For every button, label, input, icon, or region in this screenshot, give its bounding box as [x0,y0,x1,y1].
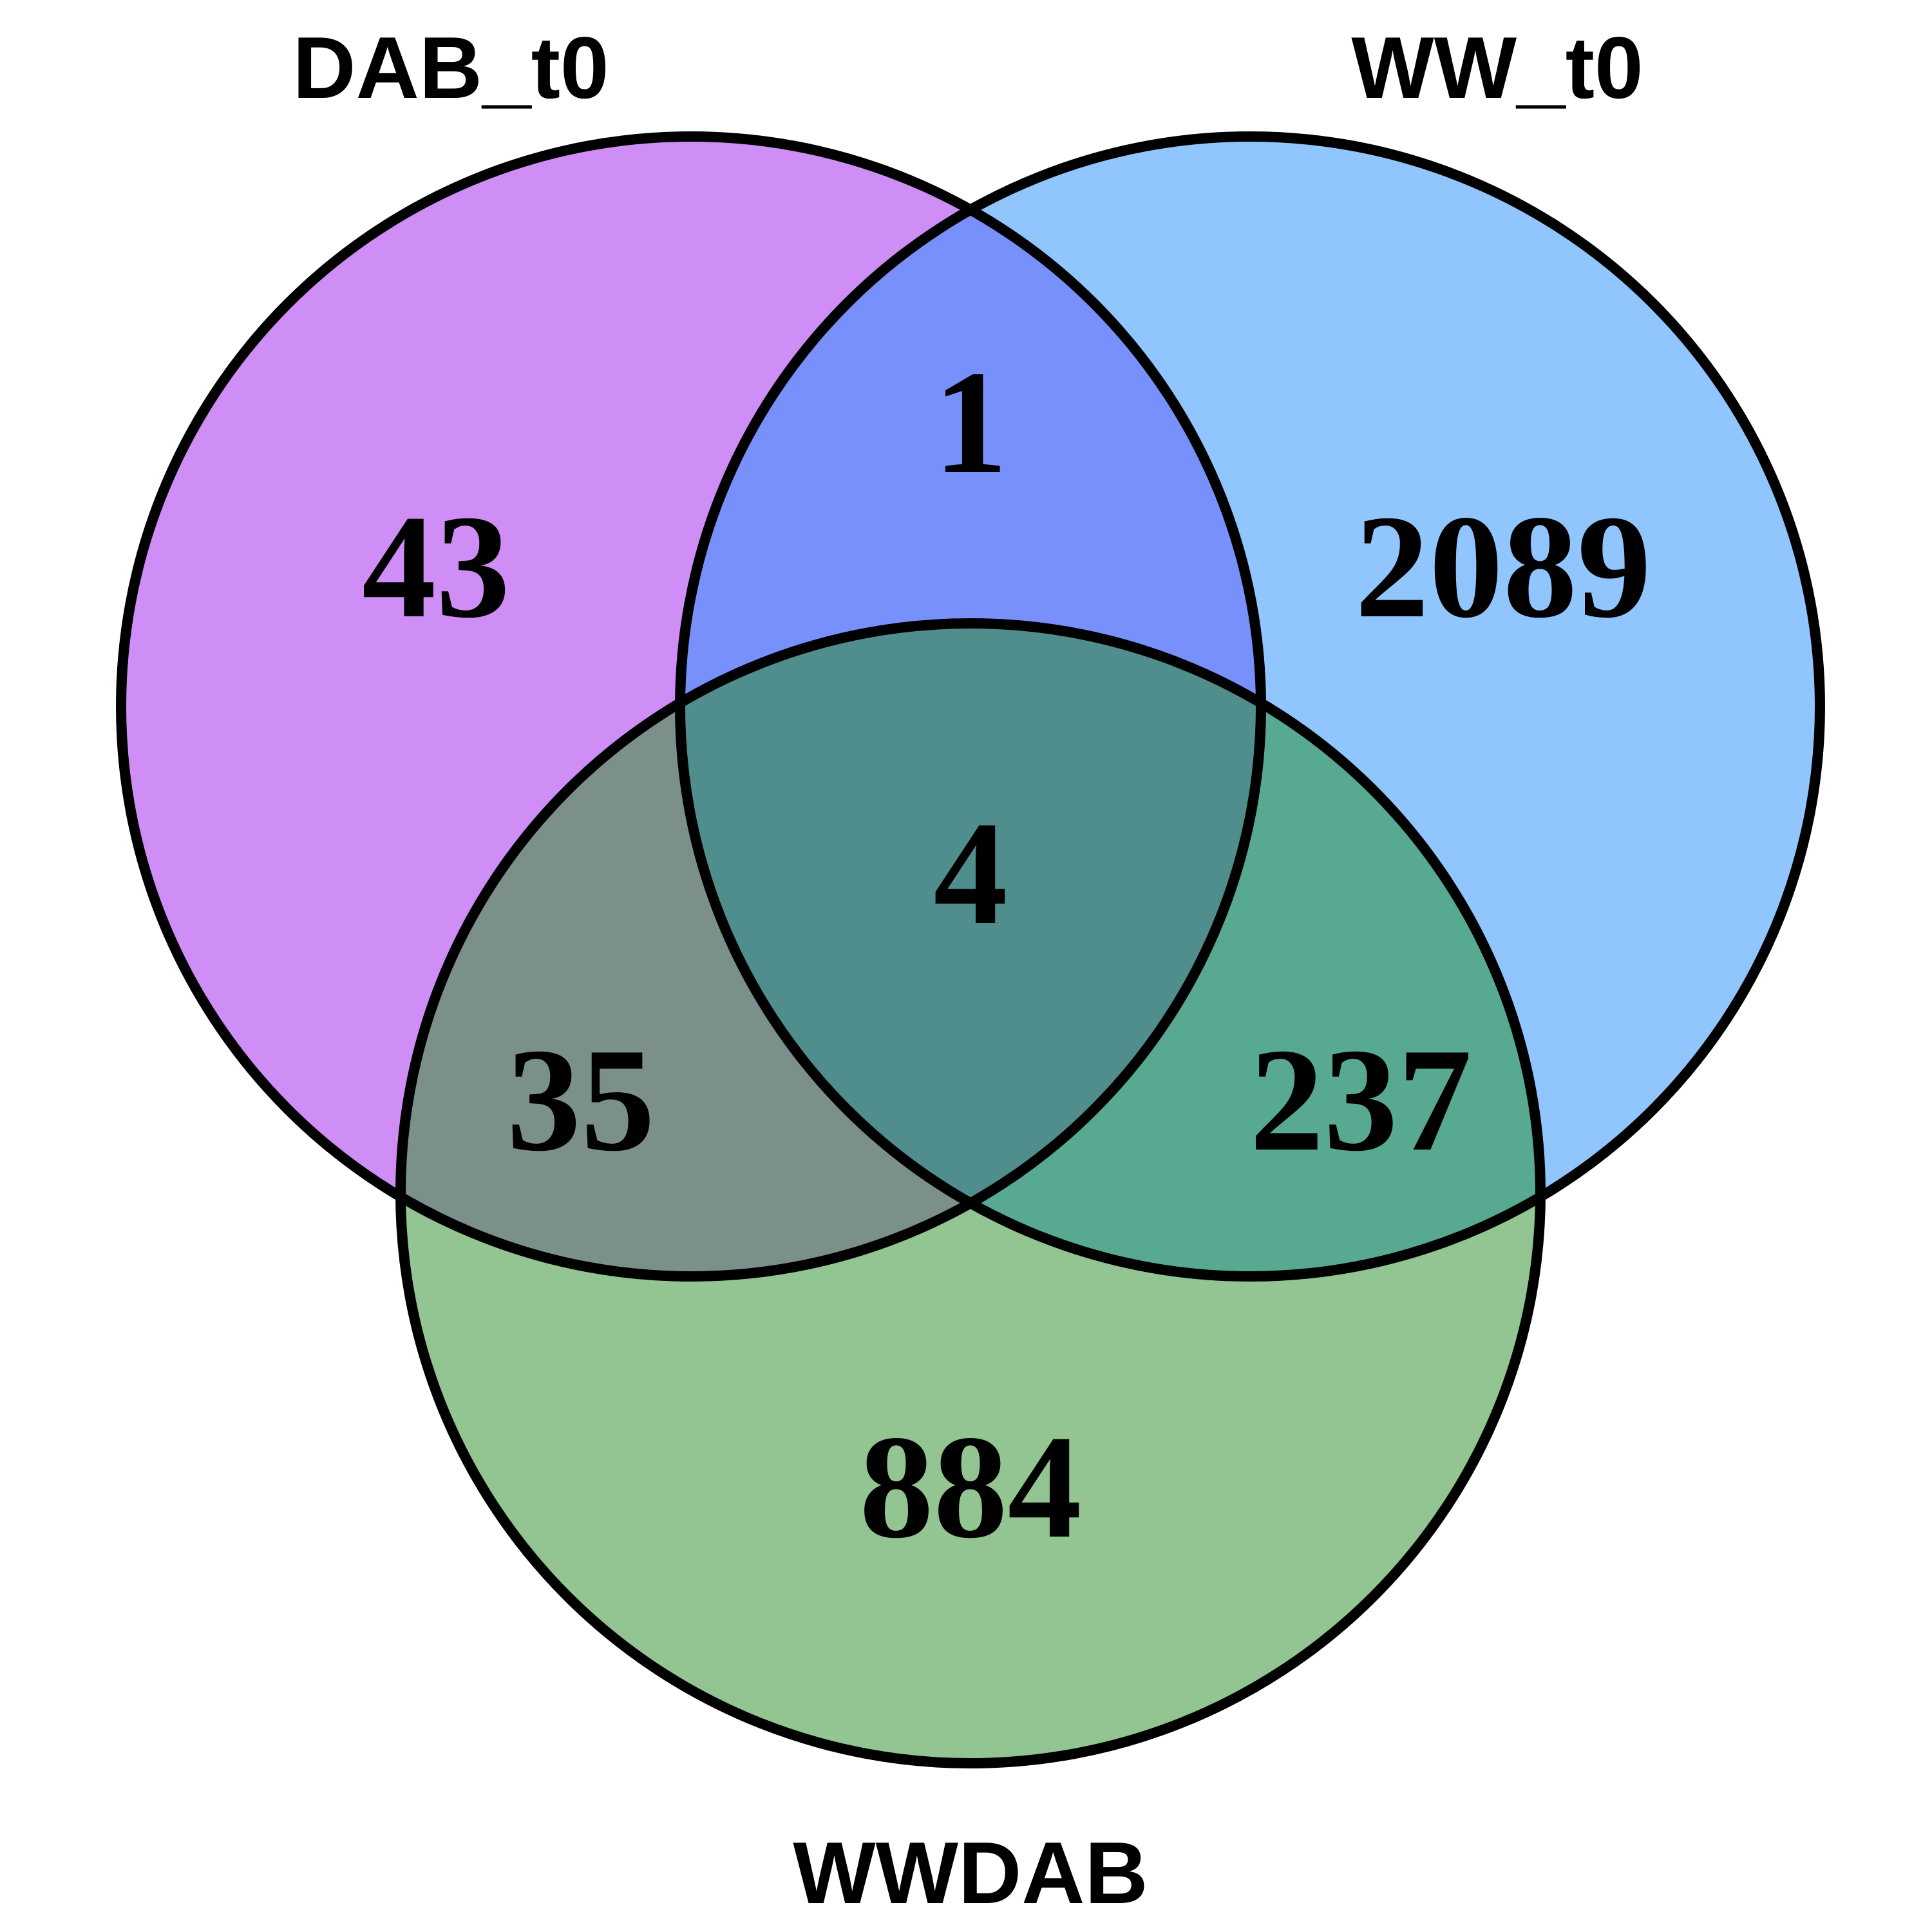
set-c-label: WWDAB [793,1824,1148,1922]
count-c-only: 884 [860,1405,1082,1569]
set-a-label: DAB_t0 [292,19,609,117]
count-b-only: 2089 [1355,484,1651,649]
count-b-c: 237 [1250,1018,1472,1182]
count-a-b: 1 [934,340,1008,504]
count-a-b-c: 4 [934,791,1008,955]
count-a-c: 35 [507,1018,655,1182]
set-c-outline [395,618,1546,1768]
set-b-label: WW_t0 [1351,19,1643,117]
count-a-only: 43 [362,484,510,649]
